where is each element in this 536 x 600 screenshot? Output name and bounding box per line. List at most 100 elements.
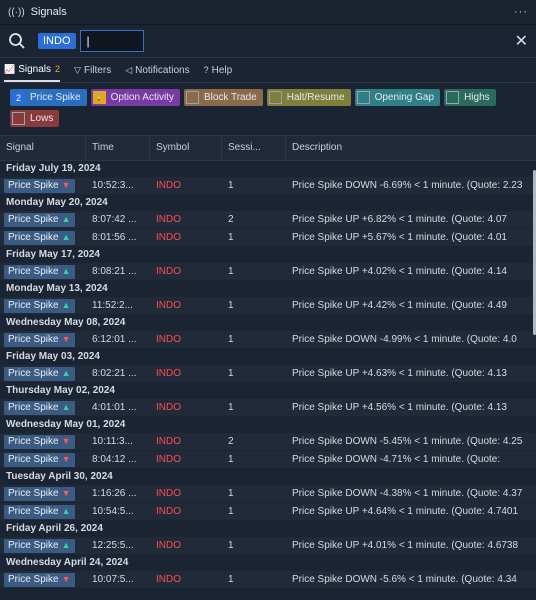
table-row[interactable]: Price Spike ▼ 10:07:5... INDO 1 Price Spike D… xyxy=(0,571,536,589)
search-bar: INDO ✕ xyxy=(0,25,536,58)
symbol-cell: INDO xyxy=(156,266,181,277)
symbol-cell: INDO xyxy=(156,488,181,499)
tab-filters[interactable]: ▽ Filters xyxy=(74,58,111,82)
filter-block-trade-button[interactable]: Block Trade xyxy=(183,89,263,106)
signals-count-badge: 2 xyxy=(55,64,61,74)
table-row[interactable]: Price Spike ▲ 8:01:56 ... INDO 1 Price Spike … xyxy=(0,229,536,247)
signal-type-label: Price Spike xyxy=(8,300,59,311)
chart-icon: 📈 xyxy=(4,63,16,74)
date-group-header: Friday July 19, 2024 xyxy=(0,161,536,177)
symbol-cell: INDO xyxy=(156,368,181,379)
session-cell: 2 xyxy=(228,436,234,447)
signal-cell: Price Spike ▲ xyxy=(0,399,86,416)
filter-price-spike-button[interactable]: 2 Price Spike xyxy=(10,89,87,106)
filter-highs-button[interactable]: Highs xyxy=(444,89,496,106)
description-cell: Price Spike UP +6.82% < 1 minute. (Quote… xyxy=(292,214,507,225)
time-cell: 12:25:5... xyxy=(92,540,134,551)
signal-type-label: Price Spike xyxy=(8,232,59,243)
symbol-cell: INDO xyxy=(156,334,181,345)
title-bar: ((·)) Signals ··· xyxy=(0,0,536,25)
tab-notifications[interactable]: ◁ Notifications xyxy=(125,58,189,82)
signal-type-badge: Price Spike ▲ xyxy=(4,504,75,519)
arrow-up-icon: ▲ xyxy=(61,368,71,378)
column-header-symbol[interactable]: Symbol xyxy=(150,136,222,160)
arrow-down-icon: ▼ xyxy=(61,436,71,446)
time-cell: 8:02:21 ... xyxy=(92,368,137,379)
search-input[interactable] xyxy=(79,30,144,52)
arrow-up-icon: ▲ xyxy=(61,402,71,412)
table-row[interactable]: Price Spike ▼ 6:12:01 ... INDO 1 Price Spike … xyxy=(0,331,536,349)
arrow-down-icon: ▼ xyxy=(61,488,71,498)
signal-type-badge: Price Spike ▲ xyxy=(4,230,75,245)
filter-lows-button[interactable]: Lows xyxy=(10,110,60,127)
table-row[interactable]: Price Spike ▲ 12:25:5... INDO 1 Price Spike U… xyxy=(0,537,536,555)
arrow-up-icon: ▲ xyxy=(61,540,71,550)
symbol-cell: INDO xyxy=(156,214,181,225)
description-cell: Price Spike UP +4.63% < 1 minute. (Quote… xyxy=(292,368,507,379)
table-row[interactable]: Price Spike ▼ 10:11:3... INDO 2 Price Spike D… xyxy=(0,433,536,451)
filter-checkbox: 2 xyxy=(12,91,25,104)
filter-halt-resume-button[interactable]: Halt/Resume xyxy=(266,89,351,106)
date-group-header: Wednesday May 08, 2024 xyxy=(0,315,536,331)
table-row[interactable]: Price Spike ▼ 10:52:3... INDO 1 Price Spike D… xyxy=(0,177,536,195)
scrollbar[interactable] xyxy=(533,170,536,335)
signal-cell: Price Spike ▼ xyxy=(0,177,86,194)
column-header-description[interactable]: Description xyxy=(292,142,343,153)
signal-type-badge: Price Spike ▼ xyxy=(4,486,75,501)
time-cell: 1:16:26 ... xyxy=(92,488,137,499)
tab-bar: 📈 Signals 2 ▽ Filters ◁ Notifications ? … xyxy=(0,58,536,83)
tab-help[interactable]: ? Help xyxy=(204,58,233,82)
table-row[interactable]: Price Spike ▲ 8:07:42 ... INDO 2 Price Spike … xyxy=(0,211,536,229)
description-cell: Price Spike DOWN -5.45% < 1 minute. (Quo… xyxy=(292,436,523,447)
signal-type-label: Price Spike xyxy=(8,454,59,465)
arrow-down-icon: ▼ xyxy=(61,574,71,584)
description-cell: Price Spike DOWN -4.38% < 1 minute. (Quo… xyxy=(292,488,523,499)
question-icon: ? xyxy=(203,65,209,75)
search-icon[interactable] xyxy=(8,32,26,50)
filter-opening-gap-button[interactable]: Opening Gap xyxy=(354,89,441,106)
signal-cell: Price Spike ▼ xyxy=(0,433,86,450)
table-row[interactable]: Price Spike ▲ 8:08:21 ... INDO 1 Price Spike … xyxy=(0,263,536,281)
filter-option-activity-button[interactable]: 🔒 Option Activity xyxy=(90,89,180,106)
column-header-session[interactable]: Sessi... xyxy=(222,136,286,160)
session-cell: 2 xyxy=(228,214,234,225)
session-cell: 1 xyxy=(228,488,234,499)
table-row[interactable]: Price Spike ▲ 4:01:01 ... INDO 1 Price Spike … xyxy=(0,399,536,417)
tab-help-label: Help xyxy=(211,64,233,76)
signal-cell: Price Spike ▲ xyxy=(0,297,86,314)
description-cell: Price Spike UP +4.56% < 1 minute. (Quote… xyxy=(292,402,507,413)
more-options-icon[interactable]: ··· xyxy=(514,6,528,18)
session-cell: 1 xyxy=(228,368,234,379)
signal-cell: Price Spike ▲ xyxy=(0,229,86,246)
arrow-down-icon: ▼ xyxy=(61,334,71,344)
table-row[interactable]: Price Spike ▲ 8:02:21 ... INDO 1 Price Spike … xyxy=(0,365,536,383)
symbol-cell: INDO xyxy=(156,402,181,413)
symbol-cell: INDO xyxy=(156,454,181,465)
table-row[interactable]: Price Spike ▲ 10:54:5... INDO 1 Price Spike U… xyxy=(0,503,536,521)
tab-filters-label: Filters xyxy=(83,64,112,76)
table-row[interactable]: Price Spike ▼ 1:16:26 ... INDO 1 Price Spike … xyxy=(0,485,536,503)
time-cell: 10:11:3... xyxy=(92,436,133,447)
tab-notifications-label: Notifications xyxy=(135,64,190,76)
filter-checkbox xyxy=(12,112,25,125)
signal-type-label: Price Spike xyxy=(8,540,59,551)
table-row[interactable]: Price Spike ▲ 11:52:2... INDO 1 Price Spike U… xyxy=(0,297,536,315)
symbol-chip[interactable]: INDO xyxy=(38,33,76,49)
date-group-header: Friday April 26, 2024 xyxy=(0,521,536,537)
date-group-header: Thursday May 02, 2024 xyxy=(0,383,536,399)
session-cell: 1 xyxy=(228,180,234,191)
table-row[interactable]: Price Spike ▼ 8:04:12 ... INDO 1 Price Spike … xyxy=(0,451,536,469)
symbol-cell: INDO xyxy=(156,436,181,447)
session-cell: 1 xyxy=(228,454,234,465)
session-cell: 1 xyxy=(228,506,234,517)
tab-signals[interactable]: 📈 Signals 2 xyxy=(4,58,61,82)
signals-list: Friday July 19, 2024 Price Spike ▼ 10:52:3.… xyxy=(0,161,536,589)
column-header-signal[interactable]: Signal xyxy=(0,136,86,160)
signal-type-badge: Price Spike ▲ xyxy=(4,400,75,415)
time-cell: 8:07:42 ... xyxy=(92,214,137,225)
signal-type-badge: Price Spike ▼ xyxy=(4,178,75,193)
close-icon[interactable]: ✕ xyxy=(514,33,528,50)
time-cell: 10:52:3... xyxy=(92,180,134,191)
column-header-time[interactable]: Time xyxy=(86,136,150,160)
time-cell: 8:08:21 ... xyxy=(92,266,137,277)
